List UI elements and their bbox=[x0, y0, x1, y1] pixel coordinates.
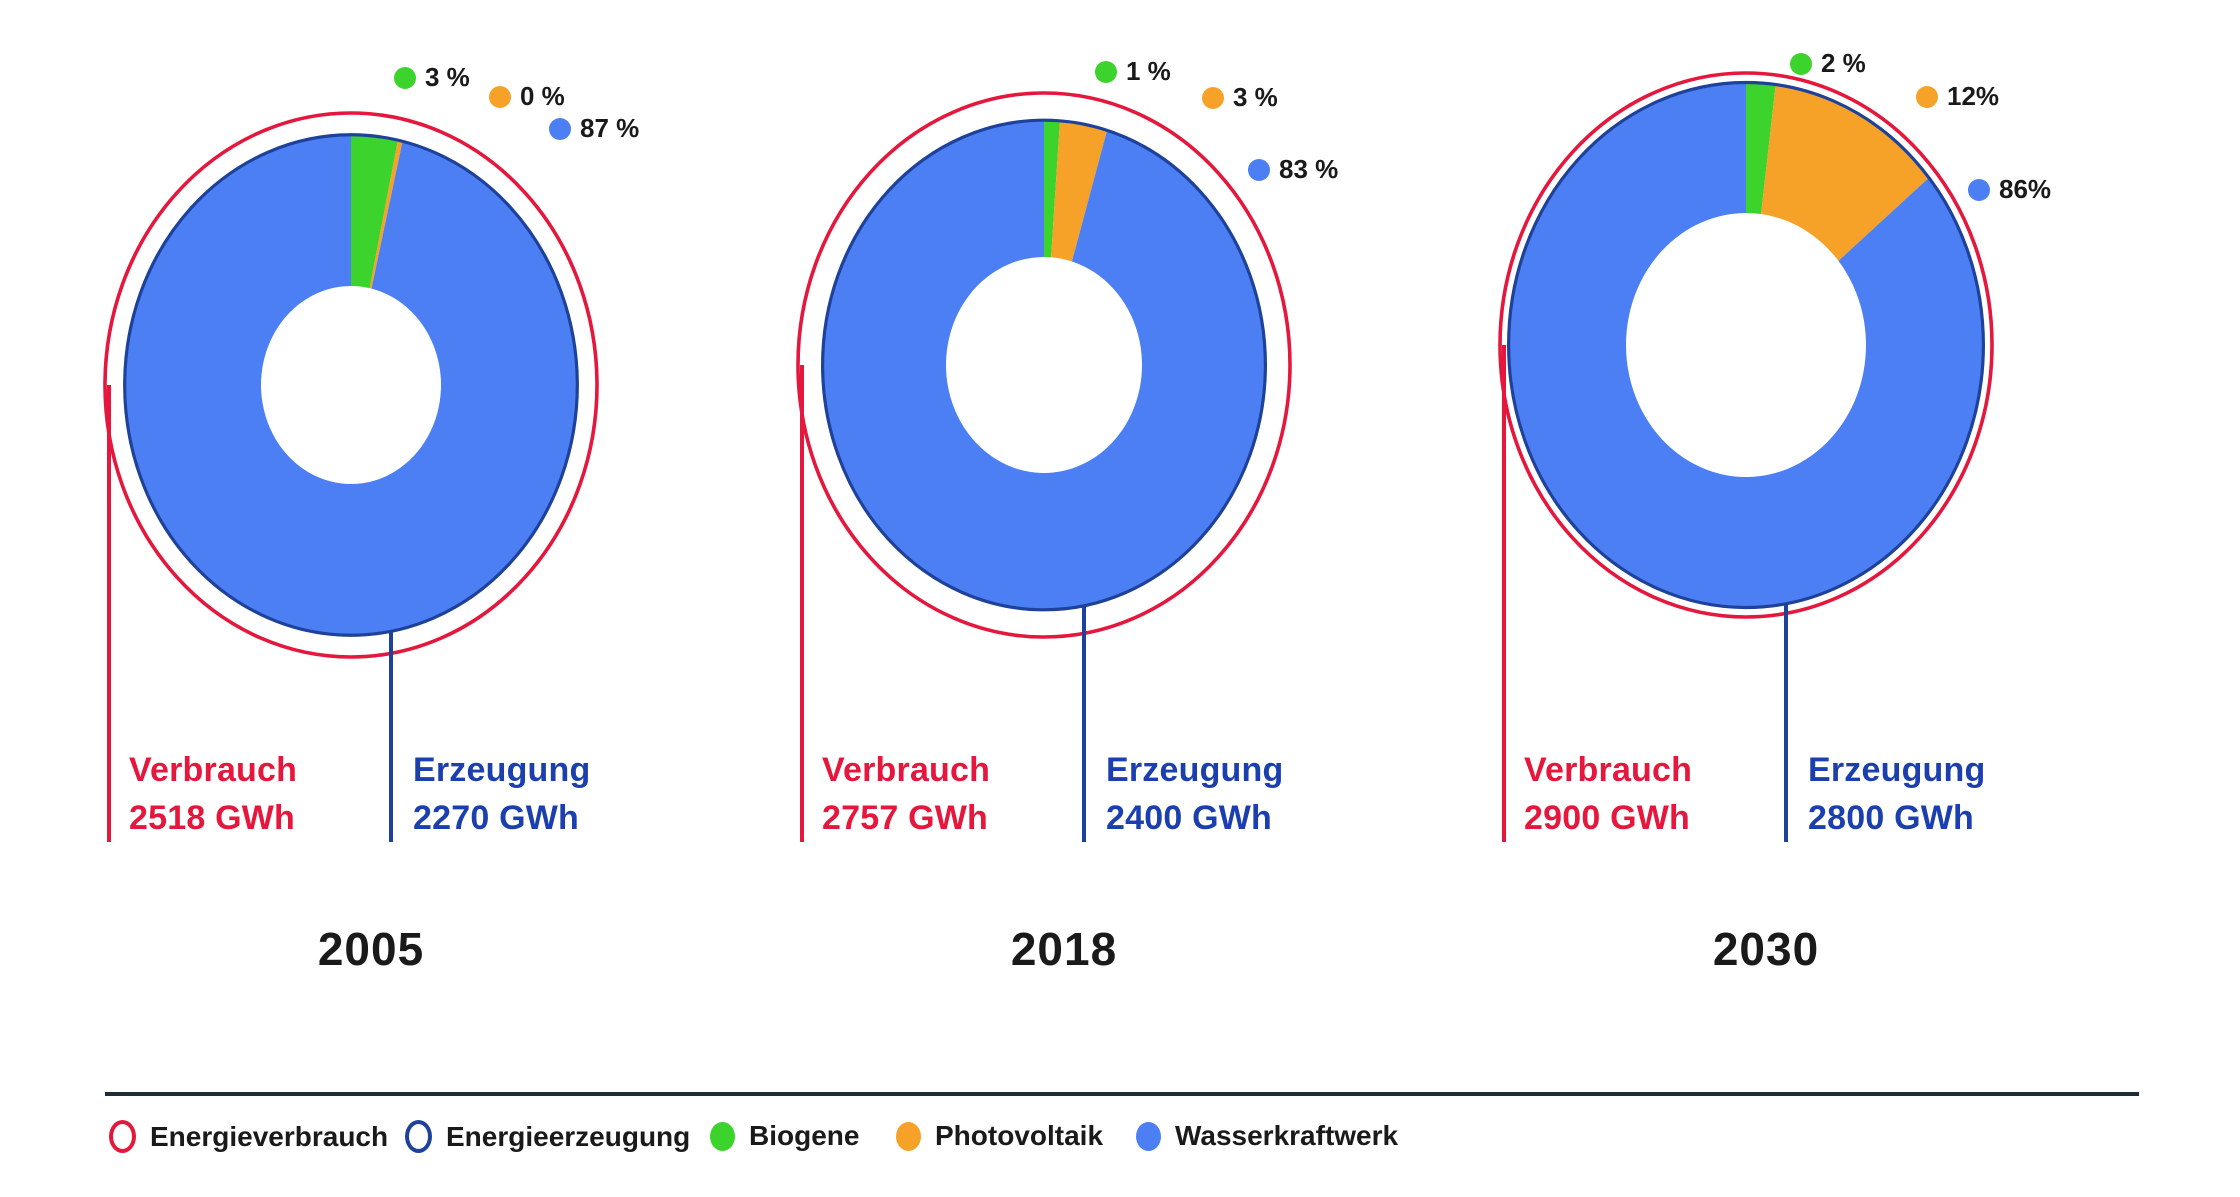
biogene-dot-icon bbox=[1790, 52, 1812, 75]
verbrauch-circle bbox=[1498, 71, 1994, 619]
erzeugung-ring-outline bbox=[821, 118, 1267, 612]
wasserkraftwerk-dot-icon bbox=[1136, 1121, 1161, 1151]
erzeugung-value: 2800 GWh bbox=[1808, 799, 1974, 837]
legend-item-photovoltaik: Photovoltaik bbox=[896, 1120, 1103, 1152]
biogene-dot-icon bbox=[1095, 60, 1117, 83]
verbrauch-title: Verbrauch bbox=[129, 751, 298, 789]
pct-value: 87 % bbox=[580, 113, 640, 143]
slice-biogene bbox=[351, 134, 398, 289]
erzeugung-ring-outline bbox=[123, 133, 579, 637]
legend-label: Biogene bbox=[749, 1120, 860, 1151]
pct-label-photovoltaik: 12% bbox=[1916, 81, 1999, 112]
verbrauch-callout-line bbox=[800, 365, 804, 842]
verbrauch-title: Verbrauch bbox=[1524, 751, 1693, 789]
pct-value: 1 % bbox=[1126, 56, 1171, 86]
erzeugung-label: Erzeugung 2400 GWh bbox=[1106, 746, 1283, 842]
year-label: 2005 bbox=[317, 923, 425, 975]
verbrauch-value: 2900 GWh bbox=[1524, 799, 1690, 837]
pct-value: 12% bbox=[1947, 81, 2000, 111]
photovoltaik-dot-icon bbox=[1202, 86, 1224, 109]
verbrauch-circle bbox=[103, 111, 599, 659]
pct-value: 0 % bbox=[520, 81, 565, 111]
pct-value: 3 % bbox=[1233, 82, 1278, 112]
biogene-dot-icon bbox=[394, 66, 416, 89]
slice-photovoltaik bbox=[1761, 84, 1929, 261]
energieverbrauch-open-circle-icon bbox=[109, 1120, 136, 1153]
wasserkraftwerk-dot-icon bbox=[549, 117, 571, 140]
verbrauch-label: Verbrauch 2757 GWh bbox=[822, 746, 990, 842]
legend-item-energieerzeugung: Energieerzeugung bbox=[405, 1120, 690, 1153]
pct-label-biogene: 1 % bbox=[1095, 56, 1171, 87]
year-label: 2030 bbox=[1712, 923, 1820, 975]
slice-photovoltaik bbox=[1051, 120, 1108, 262]
erzeugung-title: Erzeugung bbox=[413, 751, 591, 789]
legend-divider-line bbox=[105, 1092, 2139, 1096]
erzeugung-callout-line bbox=[389, 631, 393, 842]
pct-label-wasserkraftwerk: 87 % bbox=[549, 113, 639, 144]
erzeugung-value: 2400 GWh bbox=[1106, 799, 1272, 837]
verbrauch-label: Verbrauch 2518 GWh bbox=[129, 746, 297, 842]
verbrauch-value: 2518 GWh bbox=[129, 799, 295, 837]
wasserkraftwerk-dot-icon bbox=[1248, 158, 1270, 181]
verbrauch-value: 2757 GWh bbox=[822, 799, 988, 837]
erzeugung-label: Erzeugung 2800 GWh bbox=[1808, 746, 1985, 842]
slice-wasserkraftwerk bbox=[124, 134, 578, 636]
legend-label: Wasserkraftwerk bbox=[1175, 1120, 1399, 1151]
pct-label-biogene: 3 % bbox=[394, 62, 470, 93]
pct-label-photovoltaik: 3 % bbox=[1202, 82, 1278, 113]
donut-rings-2030 bbox=[1498, 71, 1994, 619]
verbrauch-callout-line bbox=[1502, 345, 1506, 842]
photovoltaik-dot-icon bbox=[489, 85, 511, 108]
erzeugung-callout-line bbox=[1082, 606, 1086, 842]
erzeugung-title: Erzeugung bbox=[1808, 751, 1986, 789]
legend-item-wasserkraftwerk: Wasserkraftwerk bbox=[1136, 1120, 1398, 1152]
pct-value: 83 % bbox=[1279, 154, 1339, 184]
pct-label-wasserkraftwerk: 86% bbox=[1968, 174, 2051, 205]
erzeugung-ring-outline bbox=[1507, 80, 1985, 610]
donut-rings-2018 bbox=[796, 91, 1292, 639]
verbrauch-title: Verbrauch bbox=[822, 751, 991, 789]
year-label: 2018 bbox=[1010, 923, 1118, 975]
energieerzeugung-open-circle-icon bbox=[405, 1120, 432, 1153]
photovoltaik-dot-icon bbox=[1916, 85, 1938, 108]
donut-rings-2005 bbox=[103, 111, 599, 659]
erzeugung-title: Erzeugung bbox=[1106, 751, 1284, 789]
legend-item-biogene: Biogene bbox=[710, 1120, 859, 1152]
slice-biogene bbox=[1044, 120, 1060, 258]
slice-photovoltaik bbox=[369, 140, 403, 289]
erzeugung-callout-line bbox=[1784, 603, 1788, 842]
pct-value: 3 % bbox=[425, 62, 470, 92]
legend-item-energieverbrauch: Energieverbrauch bbox=[109, 1120, 388, 1153]
slice-wasserkraftwerk bbox=[822, 120, 1266, 610]
pct-value: 2 % bbox=[1821, 48, 1866, 78]
erzeugung-label: Erzeugung 2270 GWh bbox=[413, 746, 590, 842]
erzeugung-value: 2270 GWh bbox=[413, 799, 579, 837]
pct-value: 86% bbox=[1999, 174, 2052, 204]
legend-label: Energieverbrauch bbox=[150, 1120, 389, 1152]
pct-label-wasserkraftwerk: 83 % bbox=[1248, 154, 1338, 185]
verbrauch-callout-line bbox=[107, 385, 111, 842]
photovoltaik-dot-icon bbox=[896, 1121, 921, 1151]
wasserkraftwerk-dot-icon bbox=[1968, 178, 1990, 201]
verbrauch-circle bbox=[796, 91, 1292, 639]
legend-label: Energieerzeugung bbox=[446, 1120, 691, 1152]
slice-biogene bbox=[1746, 82, 1776, 215]
pct-label-photovoltaik: 0 % bbox=[489, 81, 565, 112]
legend-label: Photovoltaik bbox=[935, 1120, 1104, 1151]
biogene-dot-icon bbox=[710, 1121, 735, 1151]
pct-label-biogene: 2 % bbox=[1790, 48, 1866, 79]
slice-wasserkraftwerk bbox=[1508, 82, 1984, 608]
verbrauch-label: Verbrauch 2900 GWh bbox=[1524, 746, 1692, 842]
